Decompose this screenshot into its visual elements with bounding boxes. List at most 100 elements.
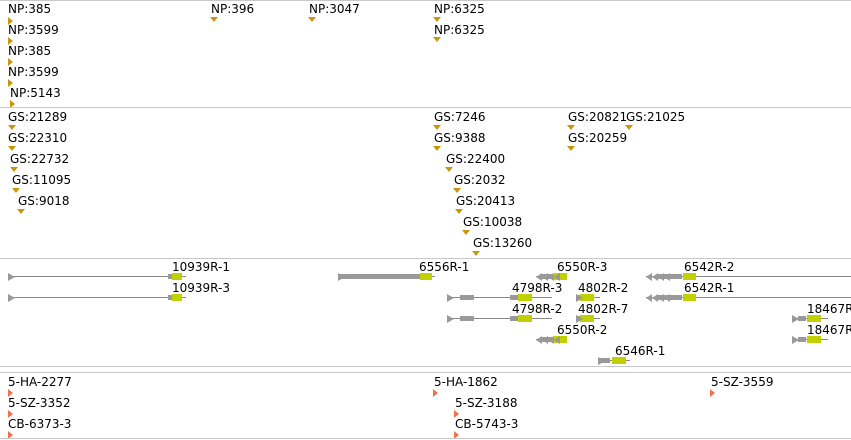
gene-label[interactable]: 6550R-3: [557, 260, 608, 274]
sts-feature-label[interactable]: 5-SZ-3352: [8, 396, 71, 410]
np-feature-label[interactable]: NP:6325: [434, 2, 485, 16]
exon-block[interactable]: [340, 274, 420, 279]
intron-line[interactable]: [8, 297, 186, 298]
utr-block[interactable]: [580, 294, 594, 301]
gs-feature-label[interactable]: GS:11095: [12, 173, 72, 187]
gs-feature-marker-icon[interactable]: [625, 125, 633, 130]
gene-label[interactable]: 4802R-7: [578, 302, 629, 316]
np-feature-marker-icon[interactable]: [433, 17, 441, 22]
gs-feature-marker-icon[interactable]: [462, 230, 470, 235]
gs-feature-label[interactable]: GS:22732: [10, 152, 70, 166]
sts-feature-label[interactable]: 5-SZ-3188: [455, 396, 518, 410]
exon-block[interactable]: [460, 316, 474, 321]
gs-feature-label[interactable]: GS:22400: [446, 152, 506, 166]
utr-block[interactable]: [554, 336, 567, 343]
sts-feature-marker-icon[interactable]: [8, 389, 13, 397]
utr-block[interactable]: [420, 273, 432, 280]
gs-feature-marker-icon[interactable]: [453, 188, 461, 193]
gs-feature-label[interactable]: GS:2032: [454, 173, 506, 187]
gs-feature-marker-icon[interactable]: [433, 146, 441, 151]
gs-feature-marker-icon[interactable]: [10, 167, 18, 172]
np-feature-label[interactable]: NP:5143: [10, 86, 61, 100]
utr-block[interactable]: [172, 273, 182, 280]
sts-feature-label[interactable]: CB-5743-3: [455, 417, 519, 431]
gs-feature-marker-icon[interactable]: [567, 146, 575, 151]
gene-label[interactable]: 6546R-1: [615, 344, 666, 358]
gs-feature-label[interactable]: GS:9018: [18, 194, 70, 208]
gs-feature-label[interactable]: GS:20821: [568, 110, 628, 124]
np-feature-label[interactable]: NP:385: [8, 44, 52, 58]
np-feature-label[interactable]: NP:396: [211, 2, 255, 16]
sts-feature-label[interactable]: 5-SZ-3559: [711, 375, 774, 389]
utr-block[interactable]: [807, 315, 821, 322]
sts-feature-marker-icon[interactable]: [454, 410, 459, 418]
np-feature-label[interactable]: NP:3599: [8, 65, 59, 79]
np-feature-label[interactable]: NP:3047: [309, 2, 360, 16]
utr-block[interactable]: [518, 315, 532, 322]
gene-label[interactable]: 6542R-2: [684, 260, 735, 274]
sts-feature-label[interactable]: CB-6373-3: [8, 417, 72, 431]
sts-feature-label[interactable]: 5-HA-1862: [434, 375, 498, 389]
gs-feature-label[interactable]: GS:9388: [434, 131, 486, 145]
np-feature-label[interactable]: NP:385: [8, 2, 52, 16]
gs-feature-label[interactable]: GS:10038: [463, 215, 523, 229]
sts-feature-label[interactable]: 5-HA-2277: [8, 375, 72, 389]
sts-feature-marker-icon[interactable]: [710, 389, 715, 397]
np-feature-label[interactable]: NP:3599: [8, 23, 59, 37]
exon-block[interactable]: [600, 358, 610, 363]
np-feature-marker-icon[interactable]: [8, 58, 13, 66]
gs-feature-marker-icon[interactable]: [433, 125, 441, 130]
utr-block[interactable]: [683, 294, 696, 301]
utr-block[interactable]: [807, 336, 821, 343]
gs-feature-marker-icon[interactable]: [8, 146, 16, 151]
sts-feature-marker-icon[interactable]: [8, 410, 13, 418]
exon-block[interactable]: [658, 274, 682, 279]
utr-block[interactable]: [580, 315, 594, 322]
utr-block[interactable]: [172, 294, 182, 301]
utr-block[interactable]: [683, 273, 696, 280]
intron-line[interactable]: [646, 276, 851, 277]
exon-block[interactable]: [460, 295, 474, 300]
gs-feature-label[interactable]: GS:13260: [473, 236, 533, 250]
gs-feature-label[interactable]: GS:21289: [8, 110, 68, 124]
intron-line[interactable]: [447, 318, 552, 319]
intron-line[interactable]: [447, 297, 552, 298]
np-feature-marker-icon[interactable]: [8, 17, 13, 25]
gs-feature-marker-icon[interactable]: [472, 251, 480, 256]
exon-block[interactable]: [798, 316, 806, 321]
utr-block[interactable]: [612, 357, 626, 364]
utr-block[interactable]: [518, 294, 532, 301]
exon-block[interactable]: [510, 316, 518, 321]
intron-line[interactable]: [646, 297, 851, 298]
np-feature-label[interactable]: NP:6325: [434, 23, 485, 37]
gene-label[interactable]: 4798R-2: [512, 302, 563, 316]
gene-label[interactable]: 6542R-1: [684, 281, 735, 295]
np-feature-marker-icon[interactable]: [8, 37, 13, 45]
exon-block[interactable]: [658, 295, 682, 300]
gene-label[interactable]: 4802R-2: [578, 281, 629, 295]
gs-feature-label[interactable]: GS:20413: [456, 194, 516, 208]
gs-feature-label[interactable]: GS:21025: [626, 110, 686, 124]
gs-feature-marker-icon[interactable]: [8, 125, 16, 130]
gs-feature-marker-icon[interactable]: [12, 188, 20, 193]
gene-label[interactable]: 6556R-1: [419, 260, 470, 274]
gs-feature-marker-icon[interactable]: [567, 125, 575, 130]
utr-block[interactable]: [554, 273, 567, 280]
np-feature-marker-icon[interactable]: [8, 79, 13, 87]
sts-feature-marker-icon[interactable]: [454, 431, 459, 439]
gene-label[interactable]: 4798R-3: [512, 281, 563, 295]
gene-label[interactable]: 18467R: [807, 323, 851, 337]
gene-label[interactable]: 18467R: [807, 302, 851, 316]
sts-feature-marker-icon[interactable]: [433, 389, 438, 397]
gene-label[interactable]: 6550R-2: [557, 323, 608, 337]
exon-block[interactable]: [510, 295, 518, 300]
gs-feature-label[interactable]: GS:20259: [568, 131, 628, 145]
gene-label[interactable]: 10939R-1: [172, 260, 230, 274]
np-feature-marker-icon[interactable]: [308, 17, 316, 22]
gs-feature-marker-icon[interactable]: [17, 209, 25, 214]
gene-label[interactable]: 10939R-3: [172, 281, 230, 295]
gs-feature-label[interactable]: GS:7246: [434, 110, 486, 124]
intron-line[interactable]: [8, 276, 186, 277]
gs-feature-label[interactable]: GS:22310: [8, 131, 68, 145]
np-feature-marker-icon[interactable]: [210, 17, 218, 22]
